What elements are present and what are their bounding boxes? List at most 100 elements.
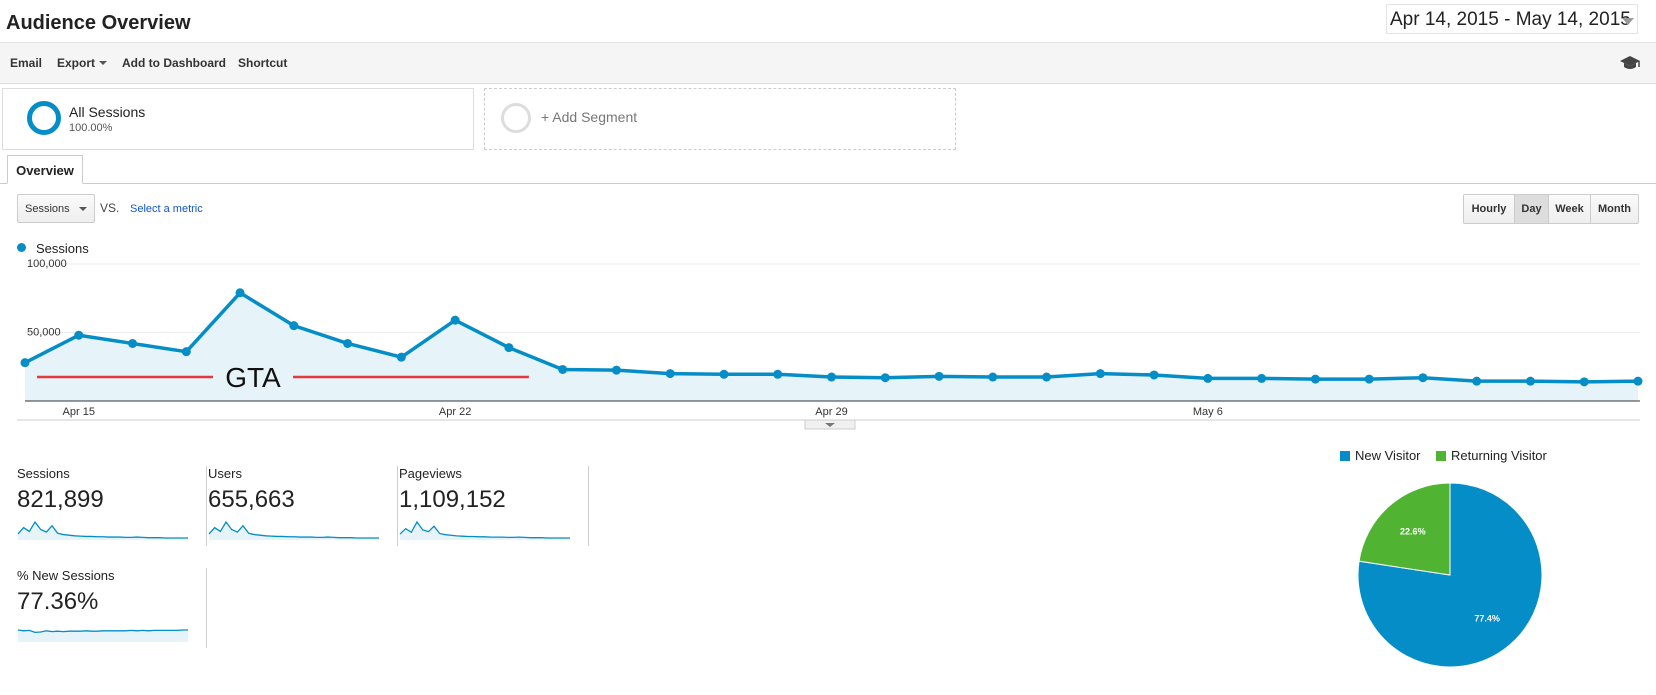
sessions-point-may-7[interactable] [1257,373,1267,383]
scorecard-label: Users [208,466,242,481]
sessions-point-may-12[interactable] [1525,376,1535,386]
sessions-point-apr-18[interactable] [235,288,245,298]
page-title: Audience Overview [6,12,191,34]
scorecard-value: 655,663 [208,486,295,513]
sparkline [17,520,188,540]
sparkline-area [400,522,570,540]
legend-sessions-label: Sessions [36,241,89,256]
sessions-point-apr-15[interactable] [74,330,84,340]
date-range-label: Apr 14, 2015 - May 14, 2015 [1390,9,1631,30]
segment-name: All Sessions [69,104,146,120]
sparkline [399,520,570,540]
sessions-chart: GTA 100,000 50,000 Apr 15 Apr 22 Apr 29 May … [17,258,1643,430]
sessions-point-apr-16[interactable] [128,338,138,348]
sessions-point-apr-22[interactable] [450,315,460,325]
segment-all-sessions[interactable]: All Sessions 100.00% [2,88,474,150]
sparkline-line [17,520,188,539]
sessions-point-may-3[interactable] [1042,372,1052,382]
sparkline-area [18,630,188,642]
sparkline [17,629,188,642]
graduation-cap-icon[interactable] [1619,55,1641,71]
sessions-point-apr-26[interactable] [665,369,675,379]
sparkline-line [399,520,570,539]
empty-ring-icon [501,103,531,133]
segment-ring-icon [27,101,61,135]
legend-swatch-returning [1436,451,1446,461]
sessions-point-apr-20[interactable] [343,338,353,348]
scorecard-users[interactable]: Users 655,663 [208,466,398,546]
sessions-point-apr-27[interactable] [719,369,729,379]
scorecard-new-sessions[interactable]: % New Sessions 77.36% [17,568,207,648]
add-segment-button[interactable]: + Add Segment [484,88,956,150]
sessions-point-apr-24[interactable] [558,364,568,374]
sparkline [208,520,379,540]
sessions-point-apr-29[interactable] [827,372,836,382]
scorecard-label: Pageviews [399,466,462,481]
tab-underline [0,183,1656,184]
export-button[interactable]: Export [57,56,108,70]
date-range-picker[interactable]: Apr 14, 2015 - May 14, 2015 [1386,4,1638,34]
pie-data-label: 77.4% [1474,613,1500,623]
sessions-point-may-10[interactable] [1418,373,1428,383]
hourly-button[interactable]: Hourly [1464,195,1514,223]
pie-legend-new: New Visitor [1340,448,1421,463]
sessions-point-apr-30[interactable] [880,373,890,383]
scorecard-pageviews[interactable]: Pageviews 1,109,152 [399,466,589,546]
sessions-point-may-2[interactable] [988,372,998,382]
sessions-point-may-5[interactable] [1149,370,1159,380]
sessions-point-apr-25[interactable] [611,365,621,375]
sessions-point-apr-21[interactable] [396,352,406,362]
day-button[interactable]: Day [1514,195,1548,223]
chevron-down-icon [79,207,87,211]
sessions-point-apr-28[interactable] [773,369,783,379]
scorecard-sessions[interactable]: Sessions 821,899 [17,466,207,546]
pie-legend-returning: Returning Visitor [1436,448,1547,463]
granularity-toggle: Hourly Day Week Month [1463,194,1639,224]
legend-dot-icon [17,243,26,252]
shortcut-button[interactable]: Shortcut [238,56,288,70]
sessions-point-may-1[interactable] [934,371,944,381]
annotation-label: GTA [225,362,281,393]
sessions-point-may-13[interactable] [1579,377,1589,387]
legend-swatch-new [1340,451,1350,461]
x-tick-label: May 6 [1193,406,1223,418]
sessions-point-apr-23[interactable] [504,343,514,353]
sessions-point-apr-17[interactable] [181,347,191,357]
legend-returning-visitor: Returning Visitor [1451,448,1547,463]
segment-percent: 100.00% [69,122,113,134]
sessions-point-may-9[interactable] [1364,374,1374,384]
month-button[interactable]: Month [1590,195,1638,223]
vs-label: VS. [100,201,120,215]
sessions-point-may-14[interactable] [1633,376,1643,386]
scorecard-value: 77.36% [17,588,99,615]
x-tick-label: Apr 22 [439,406,471,418]
scorecard-value: 1,109,152 [399,486,506,513]
sessions-point-may-6[interactable] [1203,373,1213,383]
caret-down-icon [99,61,108,65]
metric-select[interactable]: Sessions [17,194,95,223]
sparkline-line [17,629,188,634]
scorecard-label: % New Sessions [17,568,115,583]
chevron-down-icon [825,423,835,427]
sessions-point-may-8[interactable] [1310,374,1320,384]
scorecard-value: 821,899 [17,486,104,513]
week-button[interactable]: Week [1548,195,1590,223]
email-button[interactable]: Email [10,56,43,70]
pie-slice-returning-visitor[interactable] [1358,482,1451,576]
sessions-point-apr-19[interactable] [289,321,299,331]
scorecard-label: Sessions [17,466,70,481]
sessions-point-may-4[interactable] [1095,369,1105,379]
add-to-dashboard-button[interactable]: Add to Dashboard [122,56,226,70]
add-segment-label: + Add Segment [541,109,638,125]
select-metric-link[interactable]: Select a metric [130,203,203,215]
metric-select-value: Sessions [25,203,70,215]
x-tick-label: Apr 15 [63,406,95,418]
tab-overview[interactable]: Overview [7,155,83,184]
export-label: Export [57,56,96,70]
y-tick-label: 100,000 [27,258,67,270]
sessions-point-may-11[interactable] [1472,376,1482,386]
sessions-point-apr-14[interactable] [20,358,30,368]
visitor-pie-chart: 77.4% 22.6% [1357,482,1543,668]
sparkline-area [18,522,188,540]
toolbar: Email Export Add to Dashboard Shortcut [0,42,1656,84]
